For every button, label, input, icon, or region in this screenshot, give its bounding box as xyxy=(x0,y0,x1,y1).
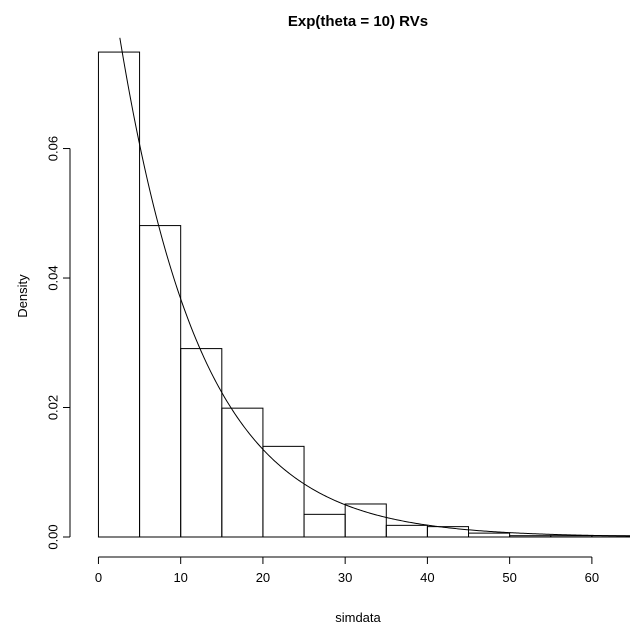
x-tick-label: 20 xyxy=(256,570,270,585)
histogram-bar xyxy=(344,503,387,538)
x-axis-label: simdata xyxy=(335,610,381,625)
x-tick-label: 30 xyxy=(338,570,352,585)
histogram-bar xyxy=(97,51,141,538)
density-curve xyxy=(119,37,630,537)
y-tick-label: 0.02 xyxy=(45,395,60,420)
histogram-bar xyxy=(509,535,552,538)
histogram-bar xyxy=(385,524,428,538)
y-axis-label: Density xyxy=(15,274,30,318)
histogram-bar xyxy=(262,445,305,538)
histogram-bar xyxy=(303,513,346,538)
histogram-bar xyxy=(468,532,511,538)
y-tick-label: 0.06 xyxy=(45,136,60,161)
histogram-bar xyxy=(180,348,223,538)
x-tick-label: 50 xyxy=(502,570,516,585)
x-axis: 0 10 20 30 40 50 60 xyxy=(95,556,599,585)
x-tick-label: 40 xyxy=(420,570,434,585)
chart-title: Exp(theta = 10) RVs xyxy=(288,13,428,30)
x-tick-label: 10 xyxy=(173,570,187,585)
histogram-bar xyxy=(550,535,593,538)
histogram-bar xyxy=(426,526,470,538)
curve-layer xyxy=(119,37,630,537)
bars-layer xyxy=(97,51,630,538)
histogram-bar xyxy=(221,407,264,538)
y-tick-label: 0.04 xyxy=(45,265,60,290)
y-tick-label: 0.00 xyxy=(45,524,60,549)
histogram-bar xyxy=(139,225,182,538)
y-axis: 0.00 0.02 0.04 0.06 xyxy=(45,136,71,550)
x-tick-label: 0 xyxy=(95,570,102,585)
x-tick-label: 60 xyxy=(585,570,599,585)
